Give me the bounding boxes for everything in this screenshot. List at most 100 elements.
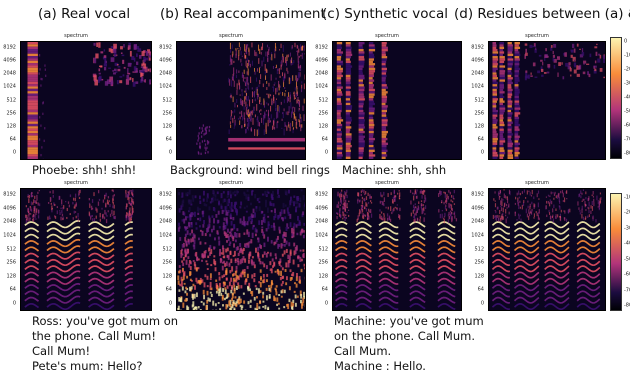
y-tick-label: 4096 [315,59,328,64]
colorbar-tick-label: -40 [624,242,630,247]
speaker-name: Machine [334,314,382,328]
caption-text: : wind bell rings [239,163,330,177]
y-tick-label: 64 [10,137,16,142]
spectrogram-image [20,41,152,160]
caption-c2: Machine: you've got mum on the phone. Ca… [334,314,484,374]
colorbar-tick-label: -80 [624,304,630,309]
caption-text: Call Mum. [334,344,484,359]
y-tick-label: 2048 [159,72,172,77]
speaker-name: Phoebe [32,163,75,177]
spectrogram-image [20,188,152,311]
y-tick-label: 8192 [159,46,172,51]
colorbar-tick-label: -50 [624,110,630,115]
spectrogram-image [176,41,306,160]
colorbar-tick-label: -20 [624,211,630,216]
caption-text: : shh, shh [390,163,446,177]
y-tick-label: 2048 [3,72,16,77]
y-tick-label: 1024 [315,85,328,90]
colorbar-tick-label: -60 [624,273,630,278]
y-tick-label: 0 [13,150,16,155]
caption-text: the phone. Call Mum! [32,329,178,344]
y-tick-label: 4096 [3,206,16,211]
colorbar-gradient [610,193,622,311]
colorbar-tick-label: -10 [624,53,630,58]
y-tick-label: 64 [322,288,328,293]
y-tick-label: 128 [162,274,172,279]
y-tick-label: 0 [169,150,172,155]
speaker-name: Pete's mum [32,359,100,373]
y-tick-label: 256 [474,111,484,116]
y-tick-label: 1024 [471,85,484,90]
caption-text: : you've got mum on [59,314,179,328]
caption-c1: Machine: shh, shh [342,163,446,178]
caption-text: Call Mum! [32,344,178,359]
y-tick-label: 4096 [471,59,484,64]
colorbar-tick-label: -60 [624,124,630,129]
spectrogram-header: spectrum [156,179,306,188]
y-tick-label: 4096 [3,59,16,64]
y-tick-label: 0 [169,301,172,306]
y-tick-label: 2048 [3,220,16,225]
y-tick-label: 8192 [159,193,172,198]
y-tick-label: 0 [481,150,484,155]
spectrogram-header: spectrum [312,32,462,41]
colorbar: -10-20-30-40-50-60-70-80 [610,193,630,311]
column-title-d: (d) Residues between (a) & (c) [454,6,630,22]
colorbar-tick-label: -80 [624,152,630,157]
caption-text: : you've got mum [382,314,484,328]
y-tick-label: 2048 [315,72,328,77]
spectrogram-header: spectrum [468,179,606,188]
caption-text: on the phone. Call Mum. [334,329,484,344]
y-tick-label: 0 [325,150,328,155]
y-tick-label: 4096 [159,206,172,211]
y-tick-label: 4096 [471,206,484,211]
y-tick-label: 1024 [3,85,16,90]
speaker-name: Ross [32,314,59,328]
caption-text: : Hello? [100,359,143,373]
y-tick-label: 8192 [315,46,328,51]
y-tick-label: 256 [318,111,328,116]
speaker-name: Background [170,163,239,177]
colorbar-tick-label: -50 [624,257,630,262]
y-tick-label: 128 [6,274,16,279]
y-tick-label: 128 [6,124,16,129]
y-tick-label: 512 [318,98,328,103]
caption-b1: Background: wind bell rings [170,163,330,178]
y-tick-label: 1024 [159,233,172,238]
y-tick-label: 4096 [315,206,328,211]
speaker-name: Machine [334,359,382,373]
y-tick-label: 512 [6,98,16,103]
y-tick-label: 0 [13,301,16,306]
colorbar-tick-label: -30 [624,226,630,231]
y-tick-label: 256 [162,261,172,266]
spectrogram-image [332,41,462,160]
caption-text: : Hello. [382,359,426,373]
y-tick-label: 0 [481,301,484,306]
caption-a2: Ross: you've got mum on the phone. Call … [32,314,178,374]
y-tick-label: 2048 [159,220,172,225]
y-tick-label: 128 [474,274,484,279]
y-tick-label: 1024 [471,233,484,238]
colorbar: 0-10-20-30-40-50-60-70-80 [610,37,630,159]
caption-text: : shh! shh! [75,163,137,177]
y-tick-label: 0 [325,301,328,306]
y-tick-label: 256 [318,261,328,266]
y-tick-label: 64 [478,137,484,142]
spectrogram-image [332,188,462,311]
column-title-a: (a) Real vocal [38,6,130,22]
y-tick-label: 2048 [471,72,484,77]
colorbar-tick-label: -40 [624,96,630,101]
y-tick-label: 64 [10,288,16,293]
y-tick-label: 64 [166,288,172,293]
colorbar-tick-label: -20 [624,67,630,72]
y-tick-label: 64 [322,137,328,142]
